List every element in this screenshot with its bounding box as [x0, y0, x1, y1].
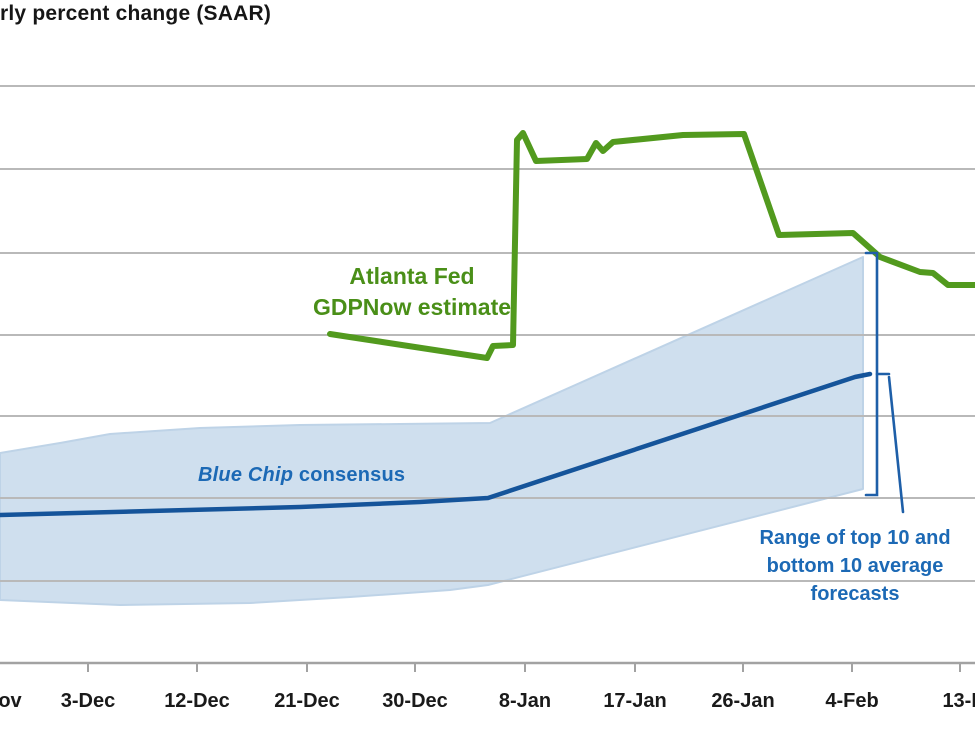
- x-tick-label-3: 21-Dec: [274, 690, 340, 712]
- x-tick-label-1: 3-Dec: [61, 690, 115, 712]
- x-tick-label-9: 13-F: [942, 690, 975, 712]
- gdpnow-line: [327, 130, 975, 361]
- x-tick-label-4: 30-Dec: [382, 690, 448, 712]
- x-tick-label-7: 26-Jan: [711, 690, 774, 712]
- chart-title: rly percent change (SAAR): [0, 2, 272, 25]
- blue-chip-consensus-line: [0, 371, 873, 518]
- x-tick-label-0: ov: [0, 690, 23, 712]
- x-tick-label-2: 12-Dec: [164, 690, 230, 712]
- x-tick-label-8: 4-Feb: [825, 690, 878, 712]
- range-label-leader-line: [887, 375, 905, 514]
- forecast-range-band: [0, 256, 864, 606]
- x-tick-label-5: 8-Jan: [499, 690, 551, 712]
- x-tick-label-6: 17-Jan: [603, 690, 666, 712]
